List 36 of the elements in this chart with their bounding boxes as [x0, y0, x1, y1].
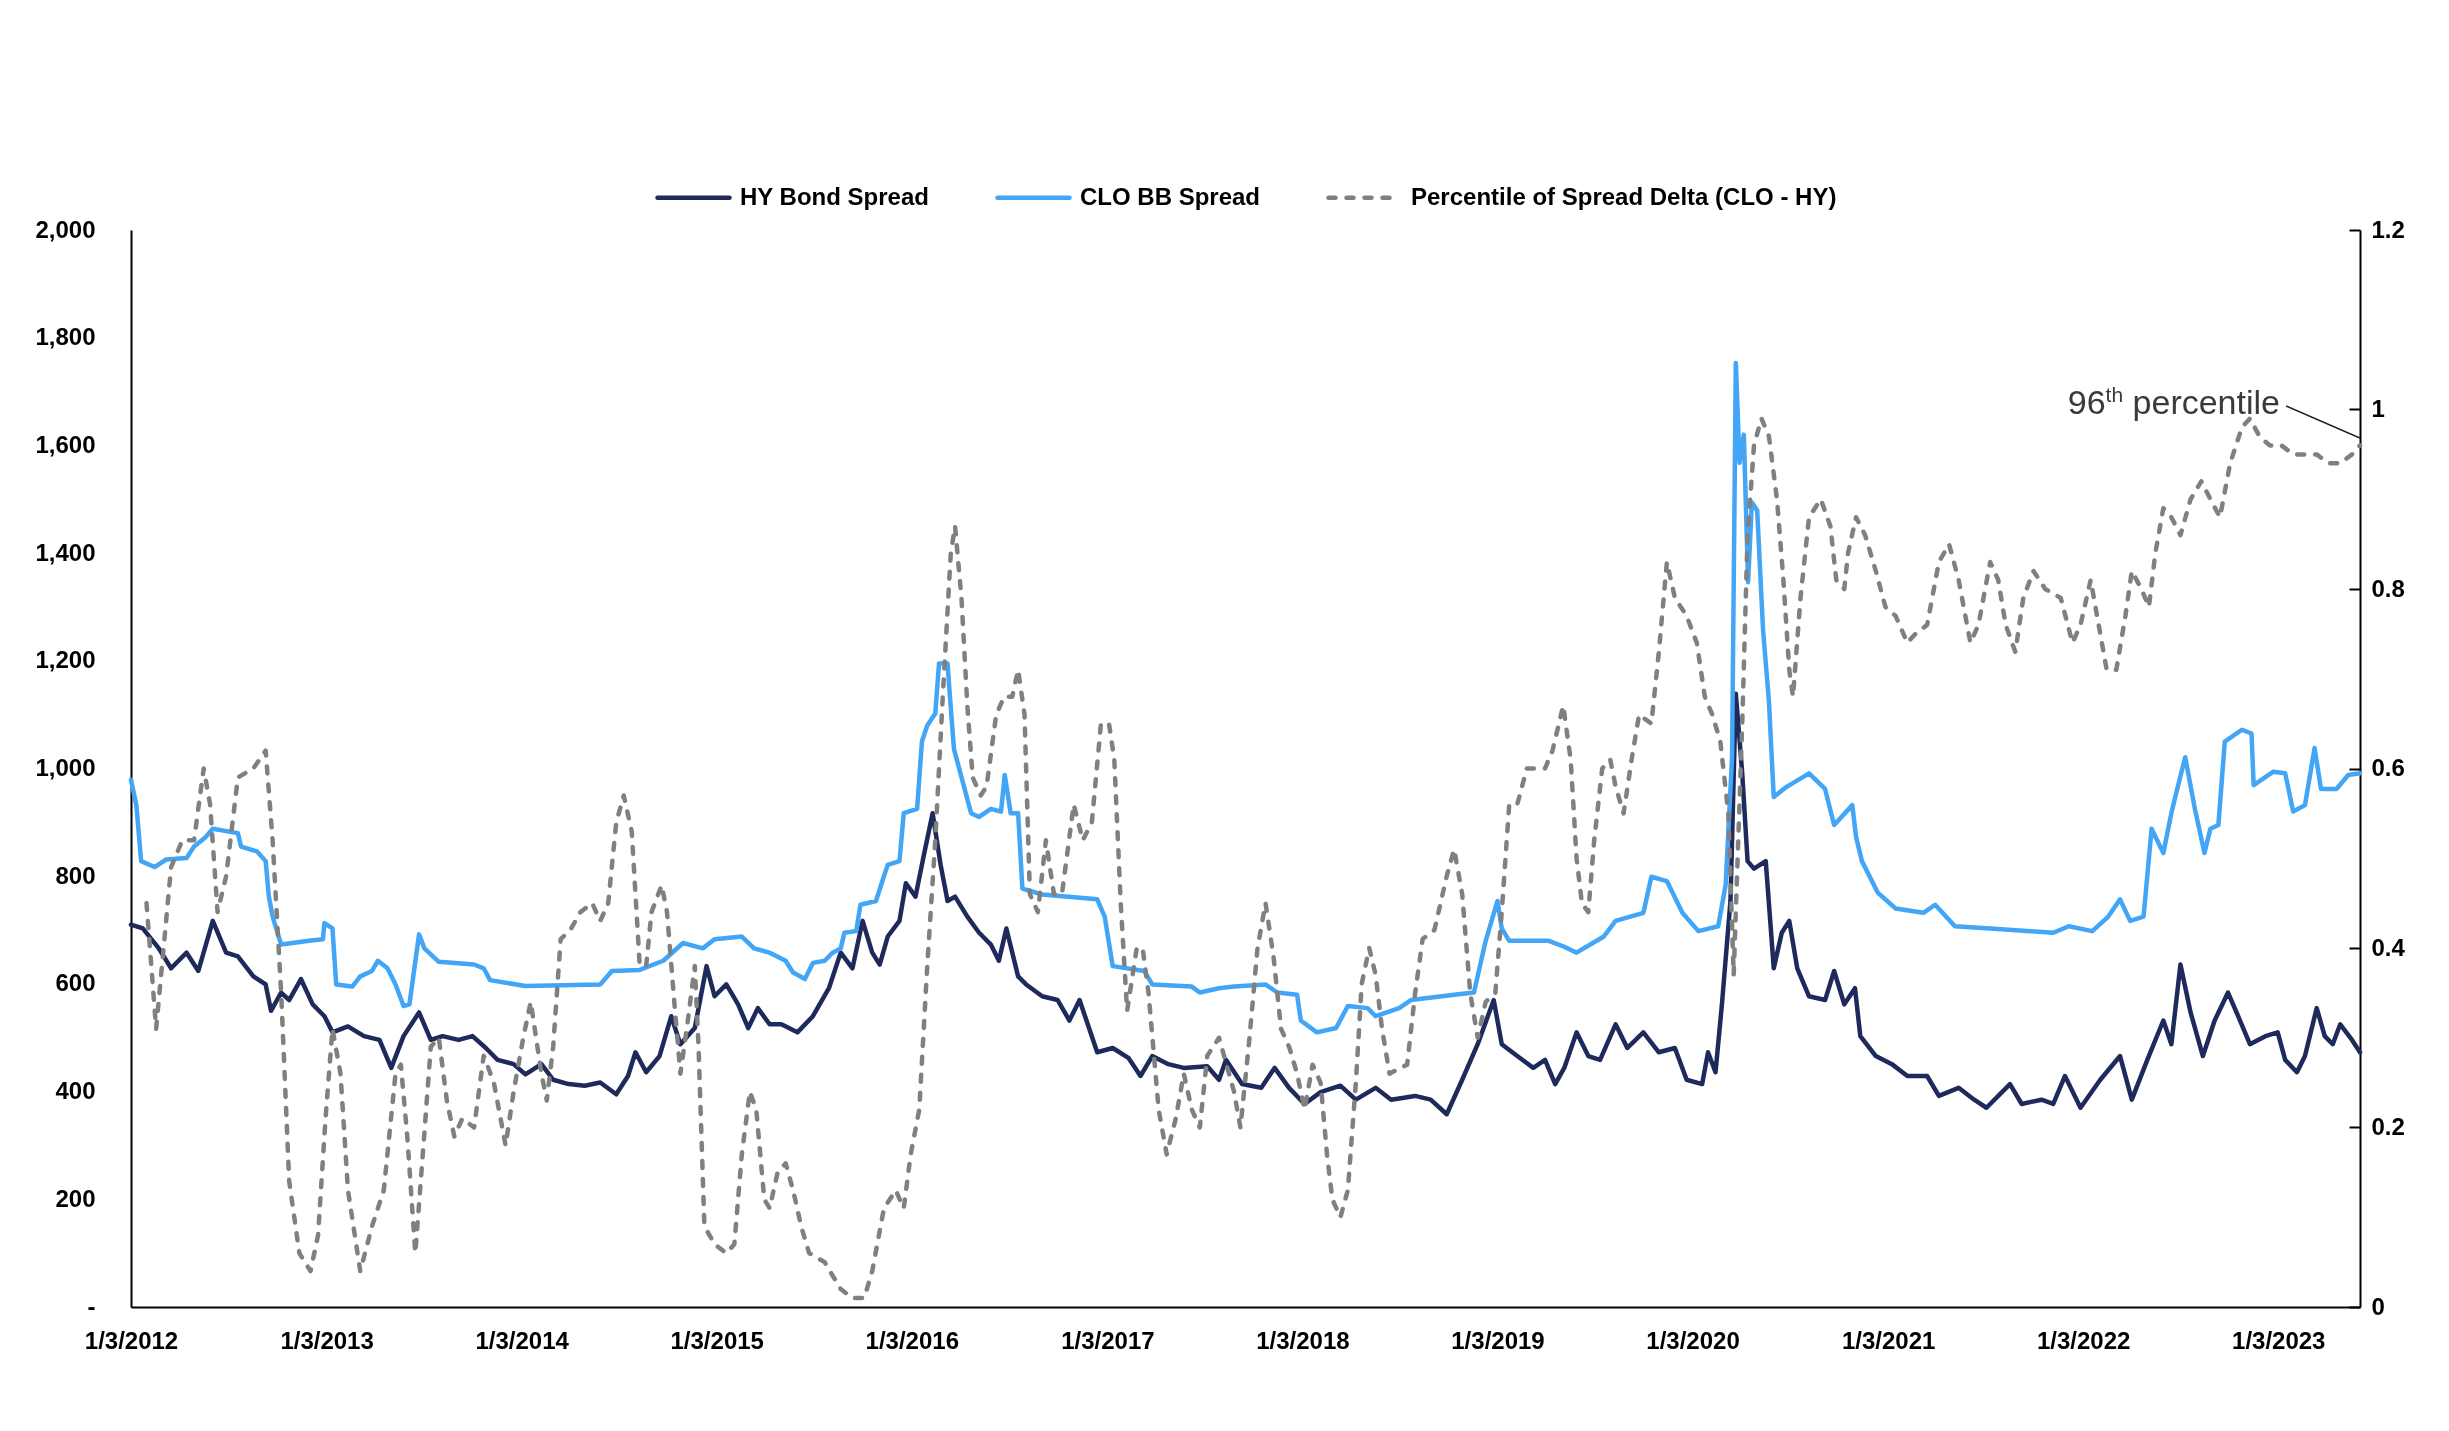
y-tick-label: 1,800: [35, 323, 96, 351]
x-tick-label: 1/3/2022: [2036, 1326, 2131, 1354]
y2-tick-label: 0.4: [2371, 933, 2406, 961]
y2-tick-label: 1: [2371, 395, 2385, 422]
x-tick-label: 1/3/2016: [865, 1326, 959, 1354]
x-tick-label: 1/3/2014: [475, 1326, 570, 1354]
y2-tick-label: 0.6: [2371, 754, 2405, 781]
x-tick-label: 1/3/2021: [1841, 1326, 1936, 1354]
y-tick-label: 1,400: [35, 538, 96, 566]
y2-tick-label: 0.2: [2371, 1113, 2405, 1140]
y-tick-label: 600: [55, 969, 96, 997]
y-tick-label: 400: [55, 1077, 96, 1105]
y-tick-label: 2,000: [35, 215, 96, 243]
y2-tick-label: 1.2: [2371, 215, 2405, 243]
y-tick-label: 800: [55, 861, 96, 889]
legend-label: HY Bond Spread: [740, 182, 929, 210]
y2-tick-label: 0.8: [2371, 574, 2405, 602]
y-tick-label: -: [87, 1292, 96, 1320]
line-series: [128, 691, 2363, 1117]
y-tick-label: 1,200: [35, 646, 96, 674]
x-tick-label: 1/3/2020: [1646, 1326, 1740, 1354]
legend-label: CLO BB Spread: [1080, 182, 1261, 210]
annotation: 96$^{th}$ percentile: [2067, 382, 2280, 422]
y-tick-label: 1,000: [35, 754, 96, 781]
x-tick-label: 1/3/2019: [1451, 1326, 1545, 1354]
y2-tick-label: 0: [2371, 1292, 2385, 1320]
legend-label: Percentile of Spread Delta (CLO - HY): [1411, 182, 1837, 210]
x-tick-label: 1/3/2018: [1256, 1326, 1350, 1354]
x-tick-label: 1/3/2012: [84, 1326, 179, 1354]
y-tick-label: 200: [55, 1184, 96, 1212]
line-series: [128, 360, 2363, 1035]
x-tick-label: 1/3/2017: [1061, 1326, 1155, 1354]
x-tick-label: 1/3/2015: [670, 1326, 764, 1354]
x-tick-label: 1/3/2023: [2232, 1326, 2326, 1354]
x-tick-label: 1/3/2013: [280, 1326, 374, 1354]
y-tick-label: 1,600: [35, 430, 96, 458]
